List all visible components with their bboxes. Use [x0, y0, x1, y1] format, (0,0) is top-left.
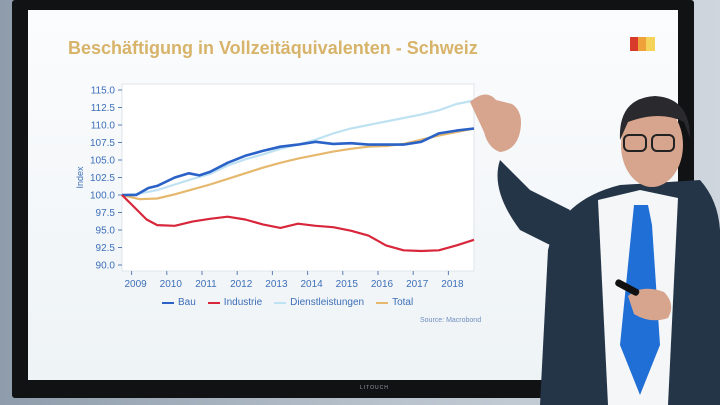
series-line-industrie	[121, 194, 475, 253]
legend-label: Bau	[178, 297, 196, 308]
legend-swatch	[162, 301, 174, 304]
logo-icon	[630, 37, 656, 51]
glasses-left	[623, 134, 647, 152]
y-tick-label: 100.0	[90, 191, 115, 202]
legend-item-total: Total	[376, 297, 413, 308]
glasses-right	[651, 134, 675, 152]
x-tick-label: 2014	[300, 279, 323, 290]
legend-swatch	[274, 301, 287, 304]
x-tick-label: 2009	[124, 279, 147, 290]
legend-label: Industrie	[223, 297, 263, 308]
series-line-total	[121, 127, 475, 201]
chart-legend: Bau Industrie Dienstleistungen Total	[162, 297, 413, 308]
y-tick-label: 115.0	[91, 86, 116, 97]
y-tick-label: 107.5	[90, 138, 115, 149]
y-tick-label: 97.5	[96, 208, 116, 219]
legend-swatch	[207, 301, 220, 304]
slide-title: Beschäftigung in Vollzeitäquivalenten - …	[68, 38, 478, 58]
monitor-brand: LITOUCH	[360, 385, 389, 391]
legend-item-dienstleistungen: Dienstleistungen	[274, 297, 364, 308]
y-tick-label: 110.0	[91, 121, 116, 132]
legend-label: Dienstleistungen	[290, 297, 365, 308]
y-tick-label: 102.5	[90, 173, 115, 184]
y-tick-label: 105.0	[90, 156, 115, 167]
x-tick-label: 2010	[160, 279, 183, 290]
clicker-remote	[615, 279, 640, 296]
x-tick-label: 2016	[371, 279, 394, 290]
x-tick-label: 2015	[336, 279, 359, 290]
x-tick-label: 2011	[195, 279, 217, 290]
hair	[619, 96, 690, 140]
y-tick-label: 92.5	[96, 243, 116, 254]
legend-swatch	[376, 301, 389, 304]
lower-hand	[628, 288, 672, 321]
raised-arm	[497, 160, 570, 250]
x-tick-label: 2018	[441, 279, 464, 290]
legend-label: Total	[392, 297, 414, 308]
y-tick-label: 95.0	[96, 226, 116, 237]
x-tick-label: 2013	[265, 279, 288, 290]
chart-source: Source: Macrobond	[420, 317, 482, 324]
series-line-bau	[122, 127, 475, 197]
x-tick-label: 2017	[406, 279, 429, 290]
y-axis-label: Index	[75, 166, 85, 189]
x-tick-label: 2012	[230, 279, 253, 290]
y-tick-label: 112.5	[91, 103, 116, 114]
legend-item-bau: Bau	[162, 297, 196, 308]
y-tick-label: 90.0	[96, 261, 116, 272]
employment-line-chart: 115.0 112.5 110.0 107.5 105.0 102.5 100.0 97.5 9…	[75, 83, 475, 290]
legend-item-industrie: Industrie	[207, 297, 263, 308]
raised-hand	[470, 94, 521, 152]
